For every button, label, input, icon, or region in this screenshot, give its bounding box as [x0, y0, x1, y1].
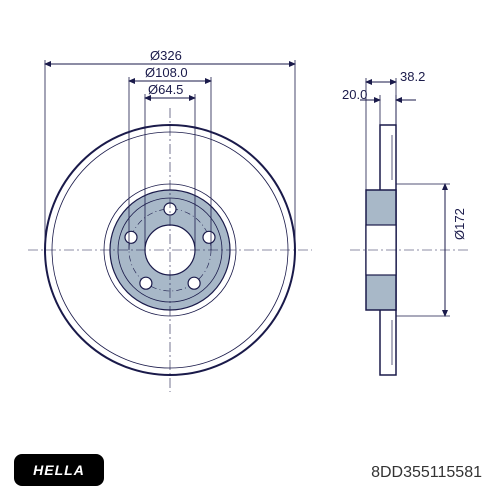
brand-logo: HELLA: [14, 454, 104, 486]
dim-hub-offset: 38.2: [400, 69, 425, 84]
dim-hub-window: Ø172: [452, 208, 467, 240]
dim-bolt-circle: Ø108.0: [145, 65, 188, 80]
brand-logo-text: HELLA: [33, 462, 85, 478]
part-number: 8DD355115581: [371, 464, 482, 482]
dim-thickness: 20.0: [342, 87, 367, 102]
dim-hub-bore: Ø64.5: [148, 82, 183, 97]
front-view: [28, 60, 312, 392]
dim-outer-diameter: Ø326: [150, 48, 182, 63]
